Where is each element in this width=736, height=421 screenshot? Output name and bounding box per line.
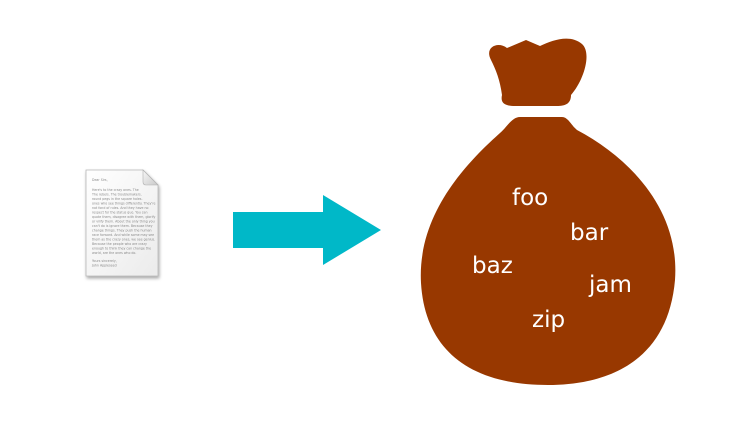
doc-line: John Appleseed [91,264,117,268]
doc-line: The rebels. The troublemakers. [91,193,142,197]
doc-line: can't do is ignore them. Because they [92,224,153,228]
doc-line: not fond of rules. And they have no [92,206,149,210]
right-arrow-icon [233,195,381,265]
doc-line: round pegs in the square holes. [92,197,142,201]
bag-word-jam: jam [588,272,632,298]
doc-line: enough to think they can change the [92,247,151,251]
bag-word-zip: zip [532,307,565,333]
doc-line: Dear Sirs, [92,178,108,182]
doc-line: them as the crazy ones, we see genius. [92,238,155,242]
doc-line: or vilify them. About the only thing you [92,220,155,224]
doc-line: race forward. And while some may see [92,233,154,237]
text-document-icon: Dear Sirs, Here's to the crazy ones. The… [85,169,159,277]
doc-line: ones who see things differently. They're [92,202,155,206]
bag-word-baz: baz [472,253,513,279]
doc-line: world, are the ones who do. [92,251,136,255]
document-fold [142,169,159,186]
doc-line: Because the people who are crazy [92,242,147,246]
document-text-block: Dear Sirs, Here's to the crazy ones. The… [91,178,156,268]
bag-words: foo bar baz jam zip [472,185,632,333]
bag-word-foo: foo [512,185,548,211]
doc-line: respect for the status quo. You can [92,211,148,215]
money-bag-icon [420,38,676,385]
doc-line: Here's to the crazy ones. The [92,188,139,192]
bag-body [420,117,676,385]
doc-line: Yours sincerely, [92,259,117,263]
doc-line: quote them, disagree with them, glorify [92,215,156,219]
doc-line: change things. They push the human [92,229,152,233]
bag-word-bar: bar [570,220,609,246]
bag-top-knot [489,38,587,106]
